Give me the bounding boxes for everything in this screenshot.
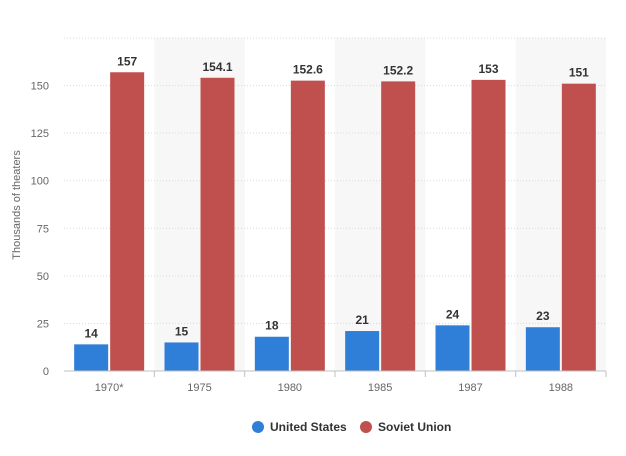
y-tick-label: 0	[43, 366, 49, 378]
bar-united-states	[435, 325, 470, 371]
x-axis-ticks: 1970* 1975 1980 1985 1987 1988	[95, 371, 607, 394]
bar-soviet-union	[561, 83, 596, 371]
x-tick-label: 1985	[368, 382, 392, 394]
data-label: 152.6	[293, 63, 323, 77]
y-tick-label: 125	[31, 128, 49, 140]
y-tick-label: 25	[37, 318, 49, 330]
data-labels: 14 15 18 21 24 23 157 154.1 152.6 152.2 153 151	[84, 54, 589, 340]
legend-marker	[252, 421, 264, 433]
data-label: 14	[84, 326, 98, 340]
y-axis-label: Thousands of theaters	[11, 150, 23, 260]
y-tick-label: 50	[37, 271, 49, 283]
y-axis-ticks: 0 25 50 75 100 125 150	[31, 81, 49, 378]
bar-soviet-union	[110, 72, 145, 371]
legend-item[interactable]: Soviet Union	[360, 420, 451, 434]
legend-marker	[360, 421, 372, 433]
data-label: 18	[265, 319, 279, 333]
data-label: 153	[478, 62, 498, 76]
legend: United States Soviet Union	[252, 420, 451, 434]
y-tick-label: 100	[31, 176, 49, 188]
x-tick-label: 1988	[549, 382, 573, 394]
bar-united-states	[164, 342, 199, 371]
bar-united-states	[254, 336, 289, 371]
bars	[74, 72, 596, 372]
x-tick-label: 1987	[458, 382, 482, 394]
data-label: 154.1	[202, 60, 232, 74]
bar-united-states	[525, 327, 560, 371]
legend-label: United States	[270, 420, 347, 434]
bar-soviet-union	[200, 77, 235, 371]
bar-soviet-union	[471, 79, 506, 371]
data-label: 24	[446, 307, 460, 321]
x-tick-label: 1970*	[95, 382, 124, 394]
bar-united-states	[74, 344, 109, 371]
bar-soviet-union	[381, 81, 416, 372]
y-tick-label: 75	[37, 223, 49, 235]
legend-item[interactable]: United States	[252, 420, 347, 434]
bar-united-states	[345, 331, 380, 371]
bar-soviet-union	[290, 80, 325, 372]
data-label: 157	[117, 54, 137, 68]
data-label: 23	[536, 309, 550, 323]
data-label: 15	[175, 324, 189, 338]
gridlines	[64, 37, 606, 324]
data-label: 151	[569, 66, 589, 80]
data-label: 21	[355, 313, 369, 327]
x-tick-label: 1975	[187, 382, 211, 394]
y-tick-label: 150	[31, 81, 49, 93]
legend-label: Soviet Union	[378, 420, 451, 434]
data-label: 152.2	[383, 63, 413, 77]
x-tick-label: 1980	[278, 382, 302, 394]
